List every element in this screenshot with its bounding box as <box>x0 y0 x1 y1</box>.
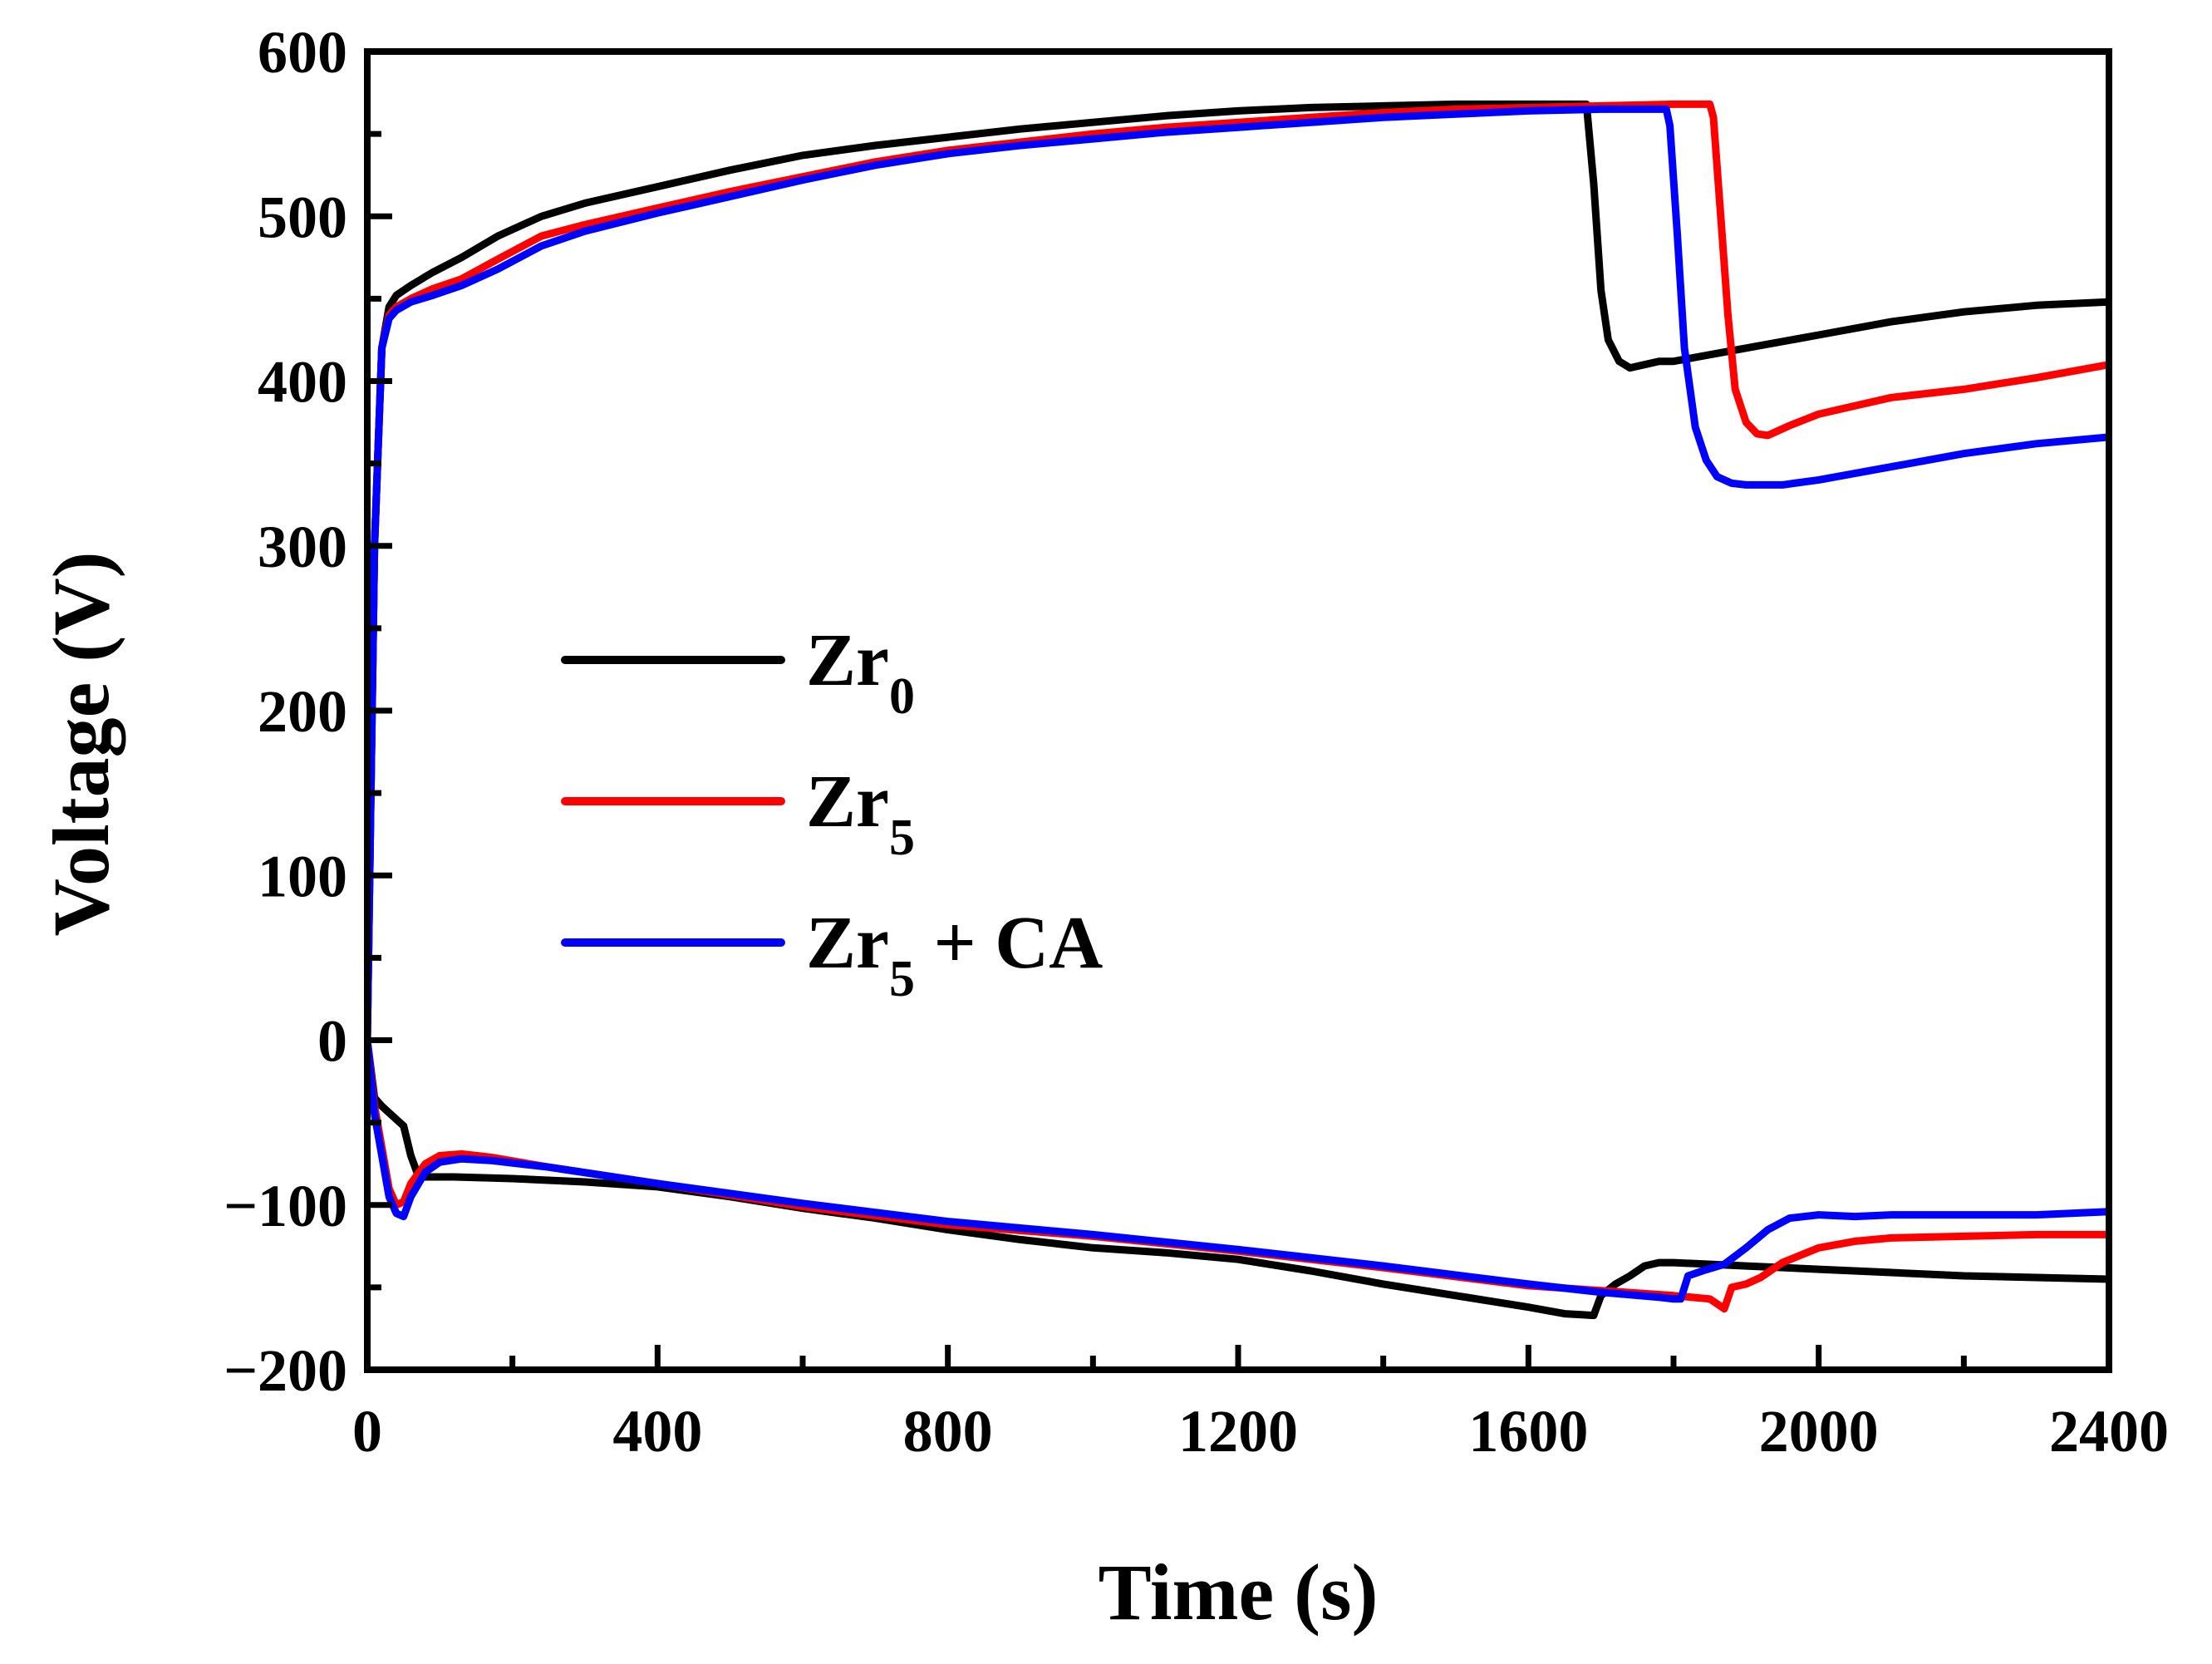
legend-label-1: Zr5 <box>806 761 915 866</box>
y-tick-label: 300 <box>258 514 347 580</box>
plot-frame <box>364 48 2112 1373</box>
axis-ticks <box>364 48 2112 1373</box>
x-tick-label: 400 <box>612 1398 702 1465</box>
x-tick-label: 1200 <box>1178 1398 1298 1465</box>
y-tick-label: 600 <box>258 19 347 86</box>
x-axis-title: Time (s) <box>1099 1548 1379 1637</box>
tick-labels: 0 400 800 1200 1600 2000 2400 −200 −100 0 100 200 30… <box>224 19 2169 1465</box>
x-tick-label: 2400 <box>2049 1398 2169 1465</box>
y-axis-title: Voltage (V) <box>37 551 125 936</box>
series-line-0-upper <box>367 100 2109 1044</box>
x-tick-label: 2000 <box>1759 1398 1879 1465</box>
y-tick-label: 200 <box>258 678 347 745</box>
y-tick-label: −100 <box>224 1173 347 1239</box>
legend-label-2: Zr5 + CA <box>806 902 1103 1007</box>
y-tick-label: 400 <box>258 349 347 416</box>
x-tick-label: 800 <box>903 1398 993 1465</box>
x-tick-label: 0 <box>352 1398 382 1465</box>
series-line-2-lower <box>367 1036 2109 1303</box>
legend-label-0: Zr0 <box>806 619 915 725</box>
series-line-2-upper <box>367 105 2109 1044</box>
y-tick-label: −200 <box>224 1337 347 1404</box>
y-tick-label: 500 <box>258 184 347 250</box>
series-lines <box>367 100 2109 1320</box>
y-tick-label: 100 <box>258 843 347 909</box>
x-tick-label: 1600 <box>1468 1398 1588 1465</box>
legend: Zr0 Zr5 Zr5 + CA <box>561 619 1103 1007</box>
y-tick-label: 0 <box>317 1008 347 1075</box>
series-line-1-upper <box>367 100 2109 1044</box>
